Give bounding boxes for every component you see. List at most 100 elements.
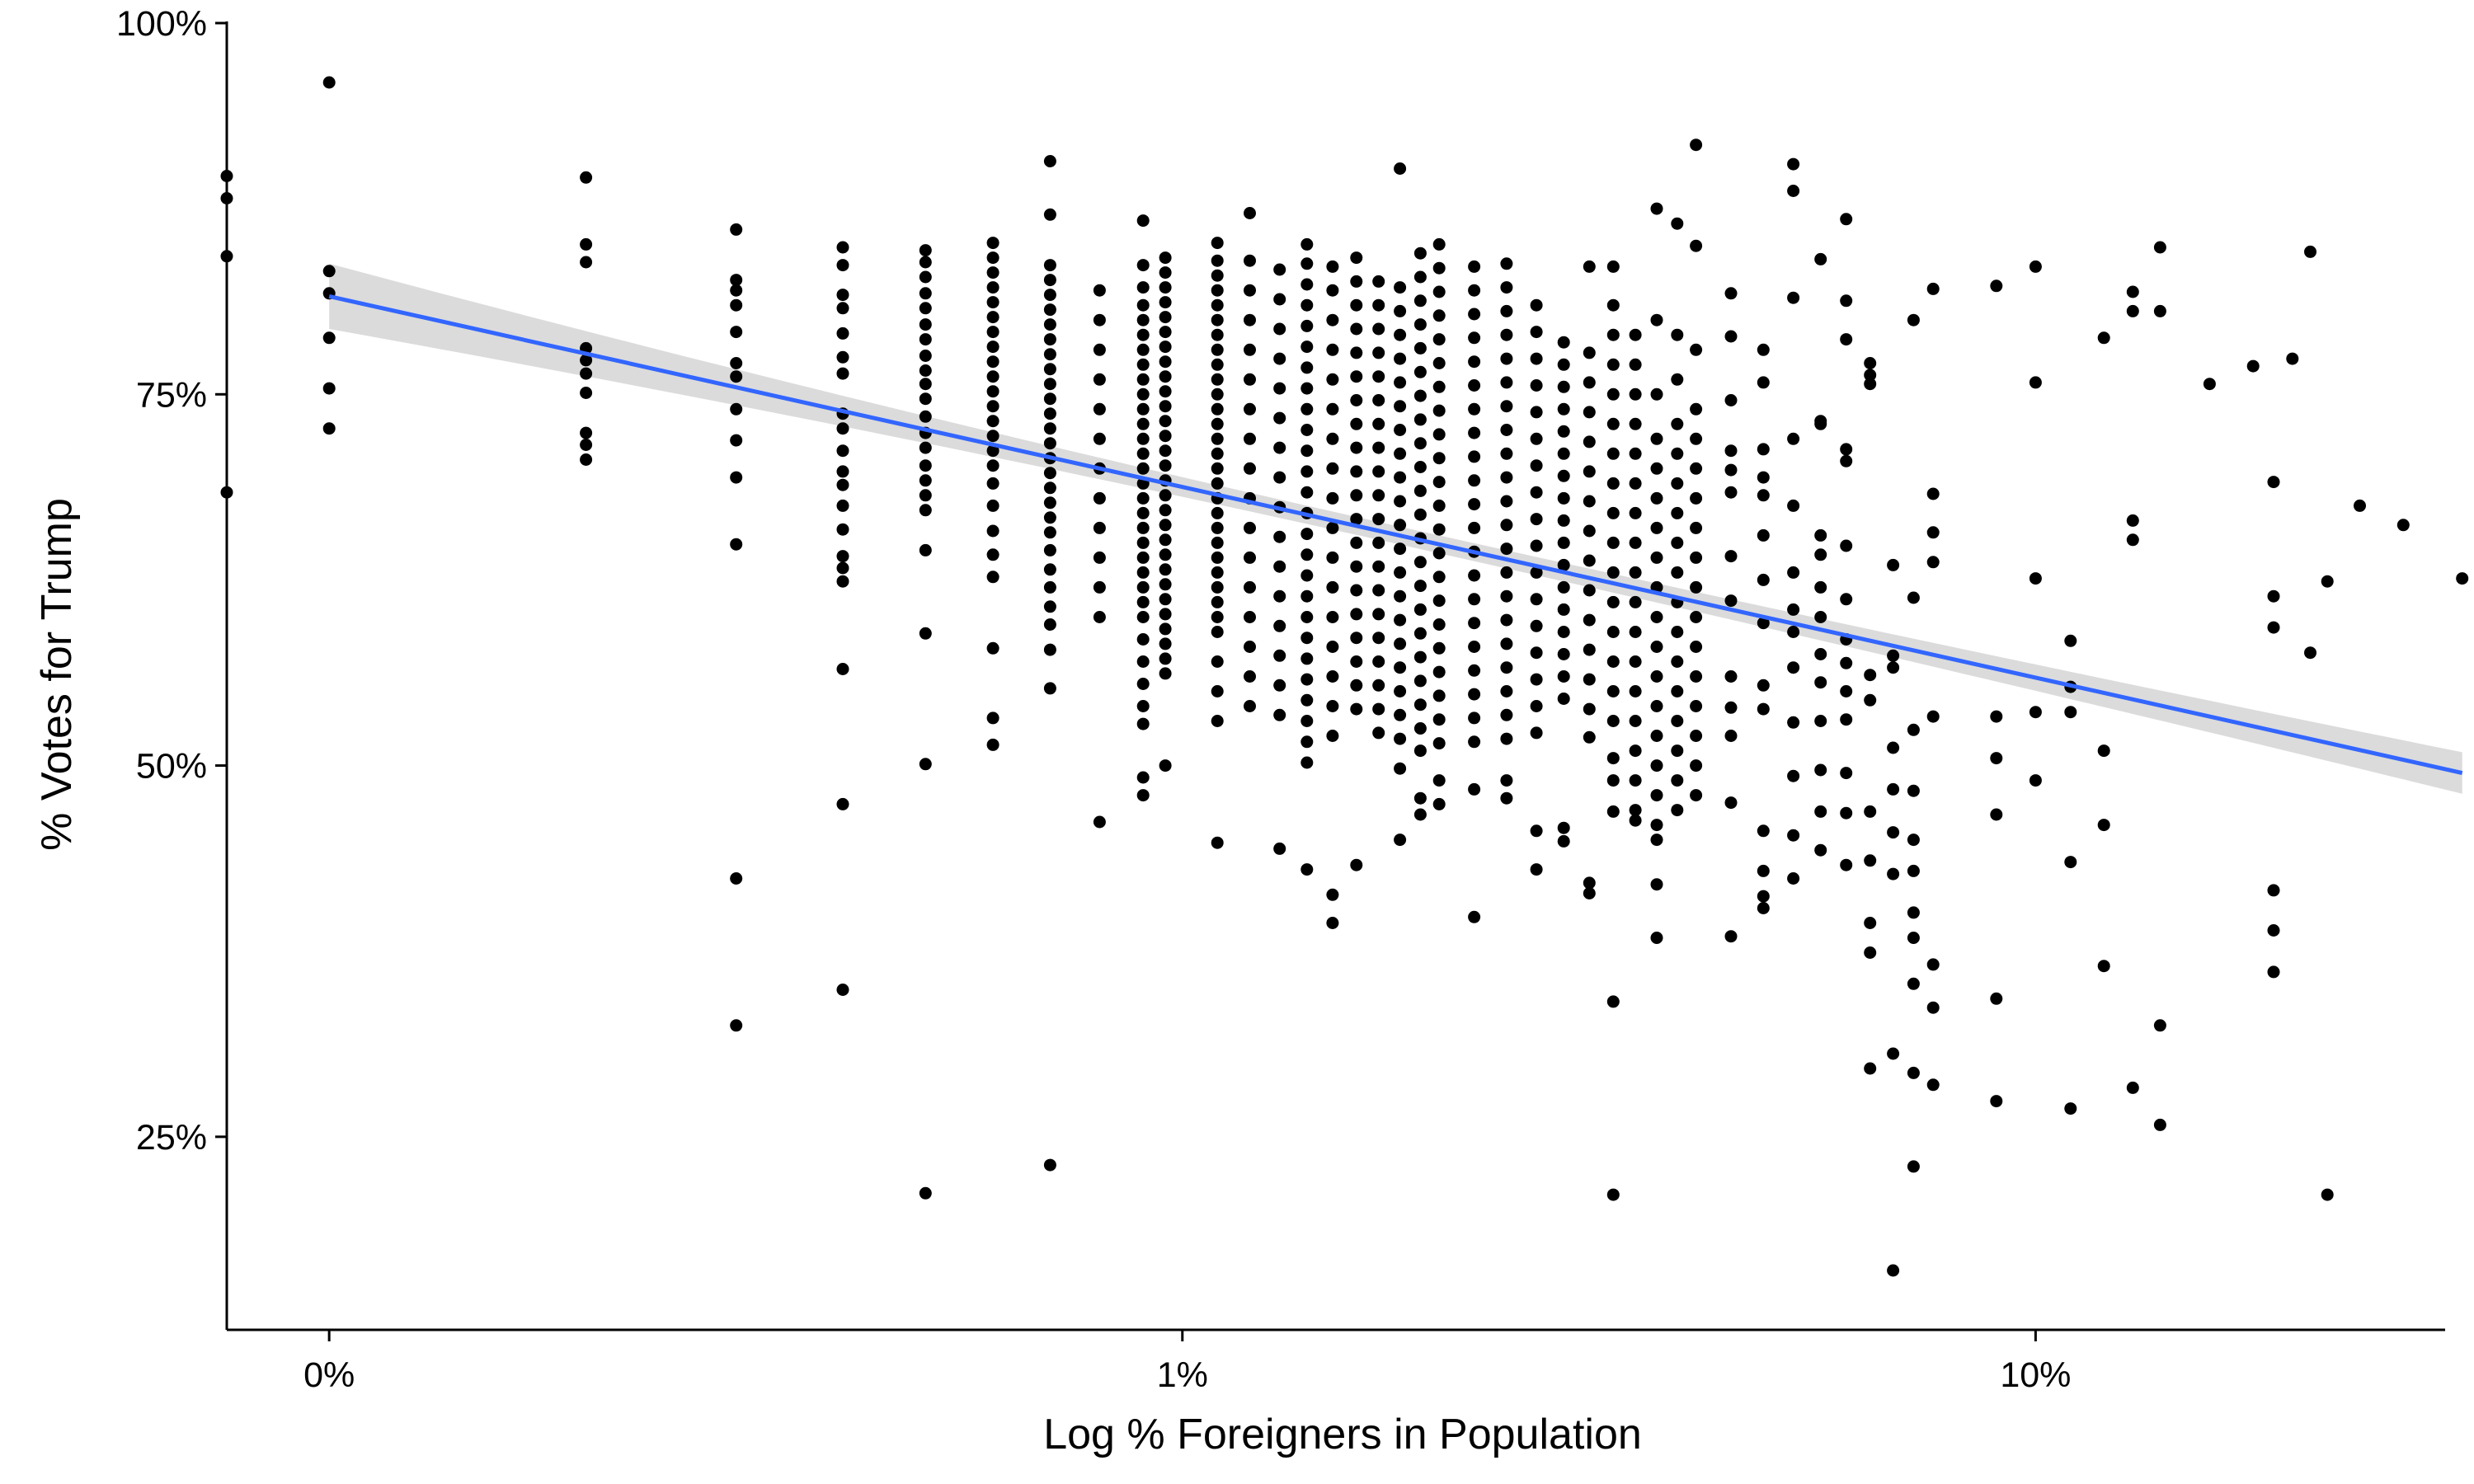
data-point [1629,477,1642,490]
data-point [1211,254,1224,267]
data-point [1413,461,1427,473]
x-axis-title: Log % Foreigners in Population [1043,1411,1642,1458]
data-point [1757,617,1770,630]
data-point [1530,726,1543,740]
data-point [1136,373,1150,386]
data-point [1557,358,1570,371]
data-point [1432,499,1446,512]
data-point [1300,257,1314,270]
data-point [1136,611,1150,623]
data-point [1159,548,1172,561]
data-point [1557,514,1570,527]
data-point [1557,834,1570,848]
data-point [986,524,999,538]
data-point [1159,622,1172,636]
data-point [1043,363,1056,376]
data-point [2064,1102,2077,1115]
data-point [580,237,593,251]
data-point [1394,495,1407,508]
data-point [1211,536,1224,549]
data-point [1468,782,1481,796]
data-point [1757,343,1770,356]
data-point [1814,417,1827,430]
data-point [1724,463,1738,477]
data-point [1840,685,1853,697]
data-point [1724,550,1738,563]
data-point [1136,328,1150,341]
data-point [1690,611,1703,623]
data-point [1300,402,1314,416]
data-point [1606,358,1620,371]
data-point [1211,387,1224,401]
data-point [1606,387,1620,401]
data-point [1864,693,1877,707]
data-point [2126,304,2139,317]
data-point [1530,326,1543,339]
data-point [580,171,593,184]
data-point [1413,365,1427,378]
data-point [1211,462,1224,475]
data-point [986,415,999,428]
data-point [1557,536,1570,549]
data-point [1136,298,1150,312]
data-point [1530,298,1543,312]
data-point [1159,637,1172,650]
data-point [1787,566,1800,579]
data-point [1690,641,1703,653]
data-point [1500,566,1513,579]
data-point [1650,789,1663,802]
data-point [1606,536,1620,549]
data-point [1650,834,1663,847]
data-point [1990,752,2003,765]
data-point [1372,465,1385,478]
data-point [1500,400,1513,413]
data-point [1907,977,1920,990]
data-point [2153,1019,2166,1032]
data-point [1350,465,1363,478]
data-point [1159,578,1172,591]
data-point [1650,611,1663,623]
data-point [1500,732,1513,745]
data-point [1650,202,1663,215]
data-point [1468,450,1481,463]
data-point [1273,471,1286,484]
data-point [1468,617,1481,630]
data-point [1840,333,1853,346]
data-point [1840,656,1853,669]
data-point [919,1186,932,1200]
data-point [1394,376,1407,389]
data-point [2304,245,2316,258]
data-point [1273,679,1286,692]
data-point [836,350,849,364]
data-point [1432,689,1446,702]
data-point [1211,417,1224,430]
data-point [986,430,999,443]
data-point [1500,774,1513,787]
data-point [1724,287,1738,300]
data-point [2246,359,2260,373]
data-point [1814,252,1827,265]
data-point [1606,995,1620,1008]
data-point [1159,608,1172,621]
data-point [1432,571,1446,584]
data-point [1136,402,1150,416]
data-point [2321,1188,2334,1201]
data-point [836,561,849,575]
data-point [1093,580,1106,594]
data-point [1273,441,1286,454]
data-point [836,478,849,491]
data-point [1300,298,1314,312]
data-point [1500,637,1513,650]
data-point [1300,465,1314,478]
data-point [1650,878,1663,891]
data-point [1530,619,1543,632]
data-point [1326,670,1339,683]
data-point [1211,626,1224,638]
data-point [1273,649,1286,662]
data-point [1326,432,1339,445]
data-point [1413,484,1427,497]
data-point [322,382,336,395]
data-point [1724,594,1738,608]
data-point [2064,706,2077,719]
